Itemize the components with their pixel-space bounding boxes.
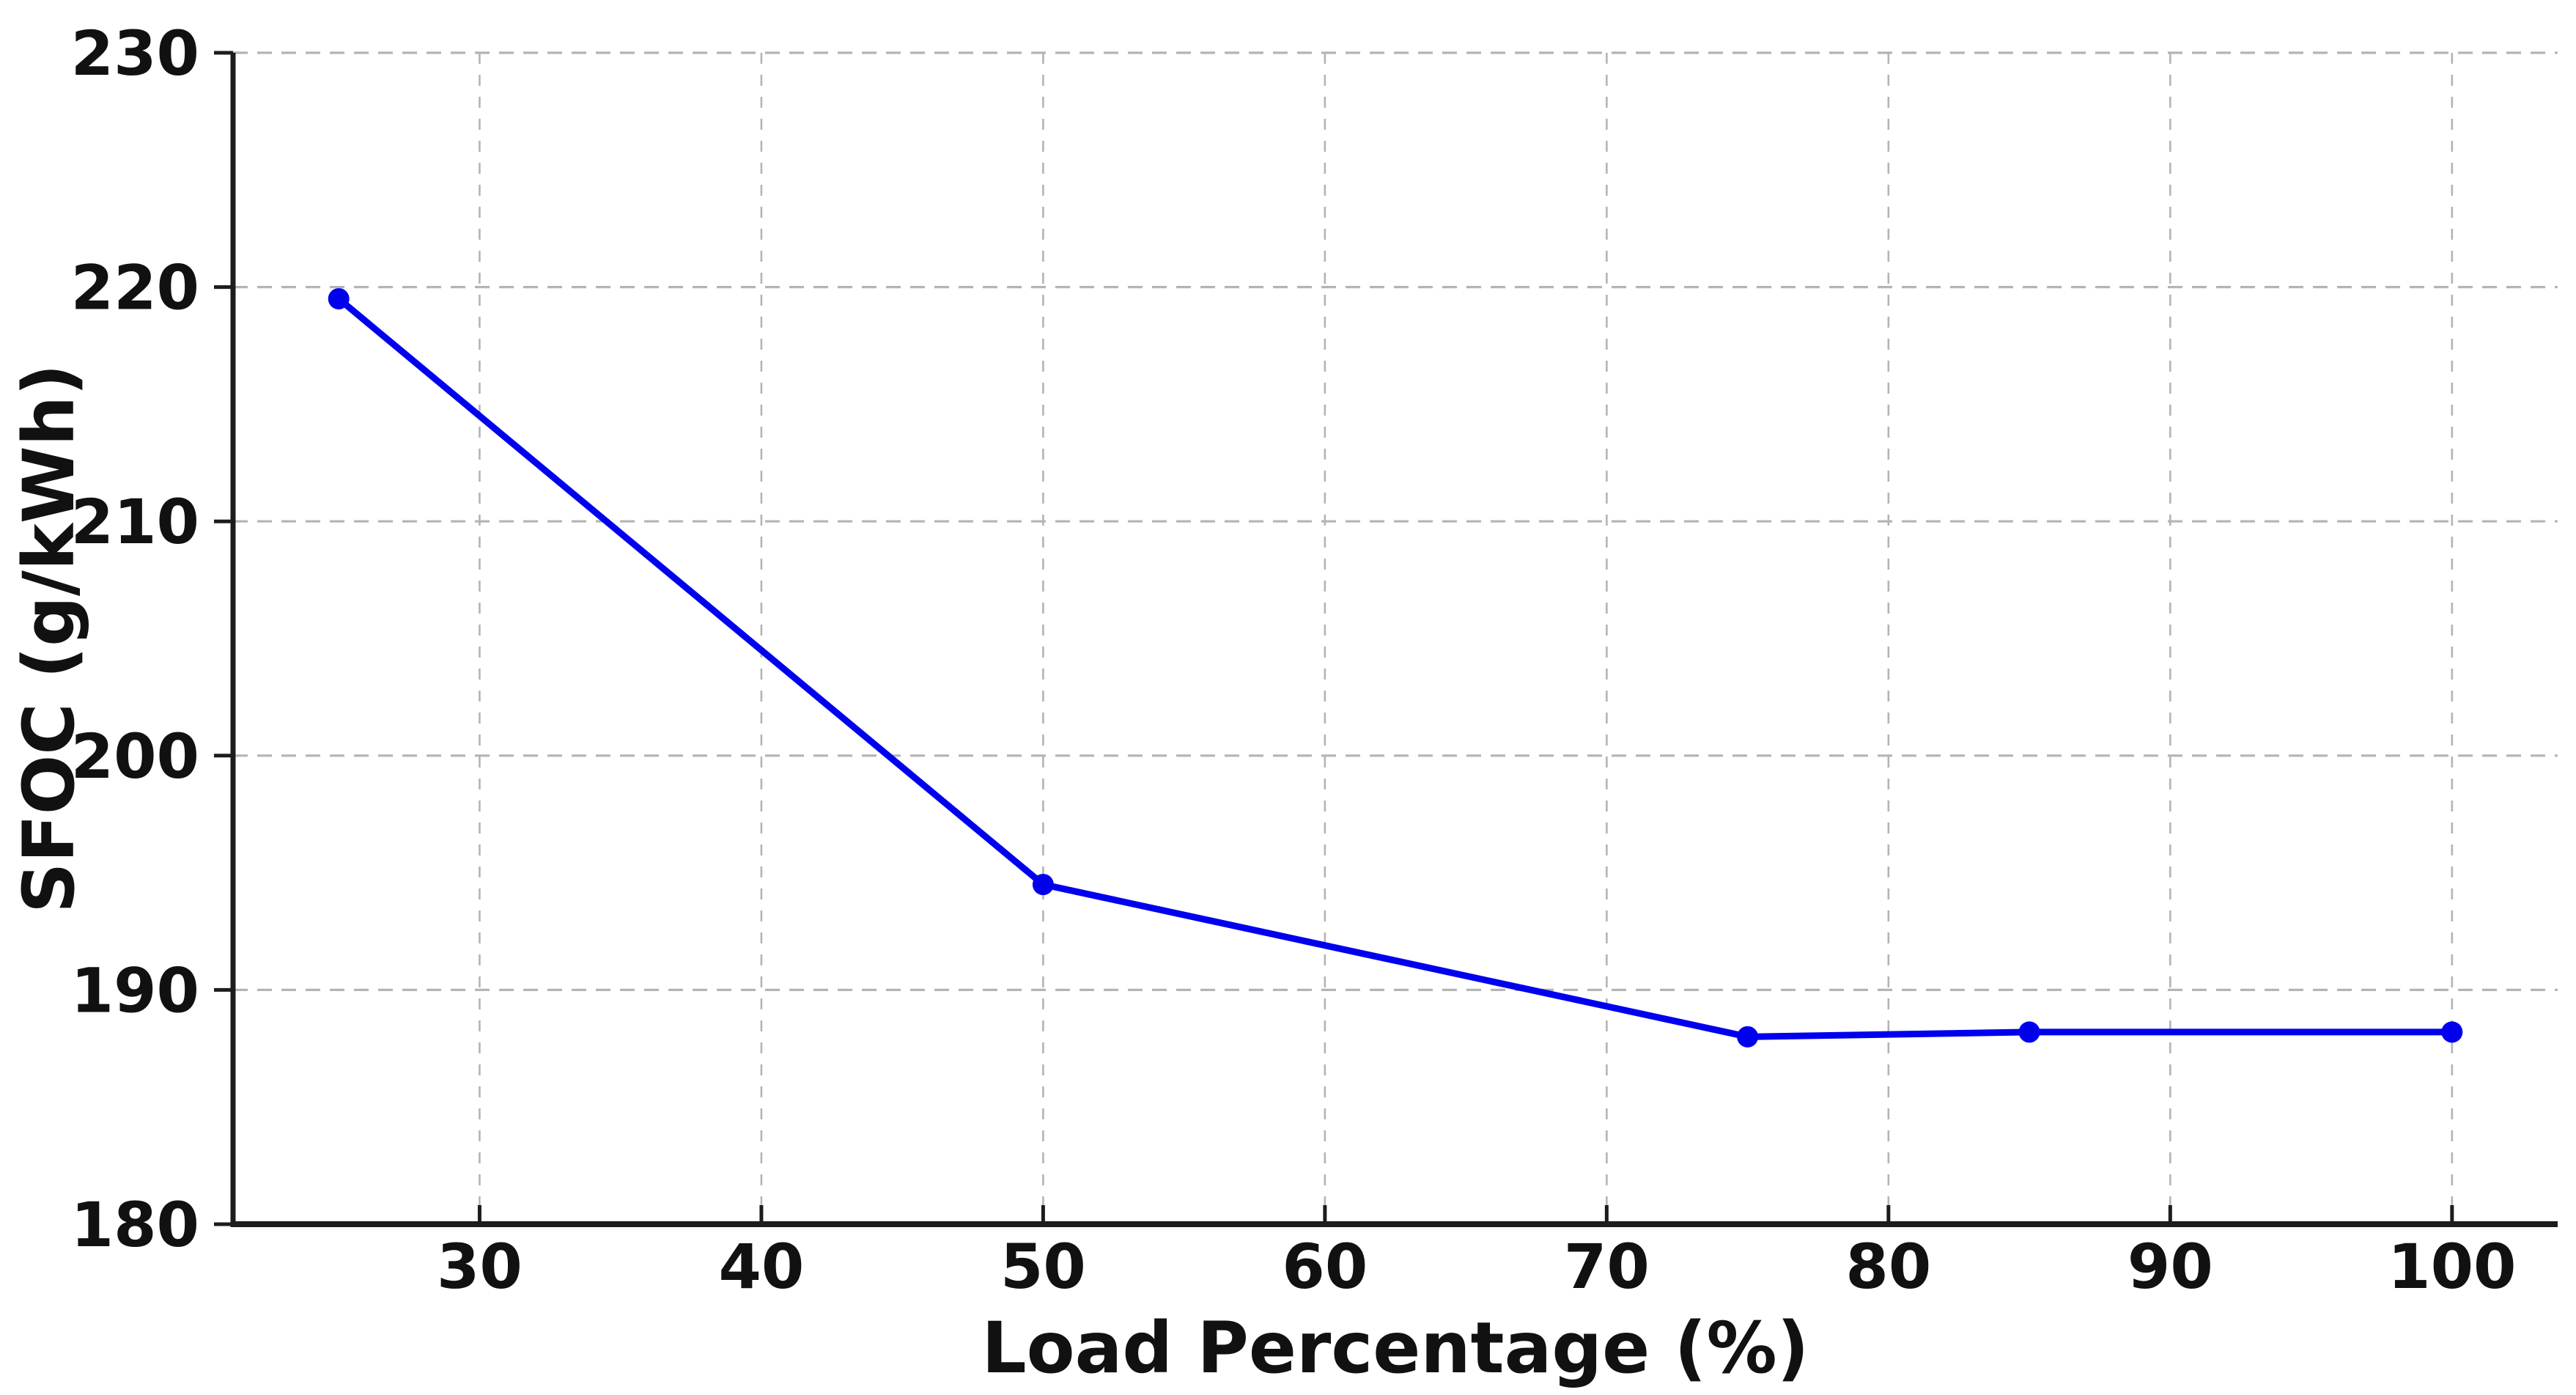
data-series-layer	[328, 288, 2463, 1048]
x-tick-label: 60	[1282, 1231, 1368, 1303]
data-point-marker	[1737, 1026, 1759, 1048]
x-tick-label: 90	[2127, 1231, 2213, 1303]
x-tick-label: 80	[1845, 1231, 1931, 1303]
x-tick-label: 50	[1000, 1231, 1086, 1303]
data-point-marker	[1032, 874, 1054, 896]
x-axis-title: Load Percentage (%)	[981, 1307, 1809, 1389]
y-tick-label: 230	[71, 18, 199, 89]
y-tick-label: 180	[71, 1189, 199, 1261]
y-axis-title: SFOC (g/kWh)	[8, 364, 90, 913]
y-tick-label: 220	[71, 252, 199, 324]
data-point-marker	[2018, 1021, 2040, 1043]
axes-spines-layer	[230, 53, 2558, 1227]
y-tick-label: 190	[71, 954, 199, 1026]
tick-labels-layer: 30 40 50 60 70 80 90 100 180 190 200 210 220 230	[71, 18, 2517, 1303]
x-tick-label: 100	[2388, 1231, 2516, 1303]
y-tick-label: 210	[71, 486, 199, 558]
x-tick-label: 30	[437, 1231, 523, 1303]
y-tick-label: 200	[71, 721, 199, 792]
tick-marks-layer	[214, 51, 2454, 1226]
x-tick-label: 40	[718, 1231, 804, 1303]
x-tick-label: 70	[1564, 1231, 1650, 1303]
data-point-marker	[2441, 1021, 2463, 1043]
sfoc-series-line	[335, 295, 2456, 1040]
gridlines-layer	[233, 51, 2558, 1226]
data-point-marker	[328, 288, 350, 310]
